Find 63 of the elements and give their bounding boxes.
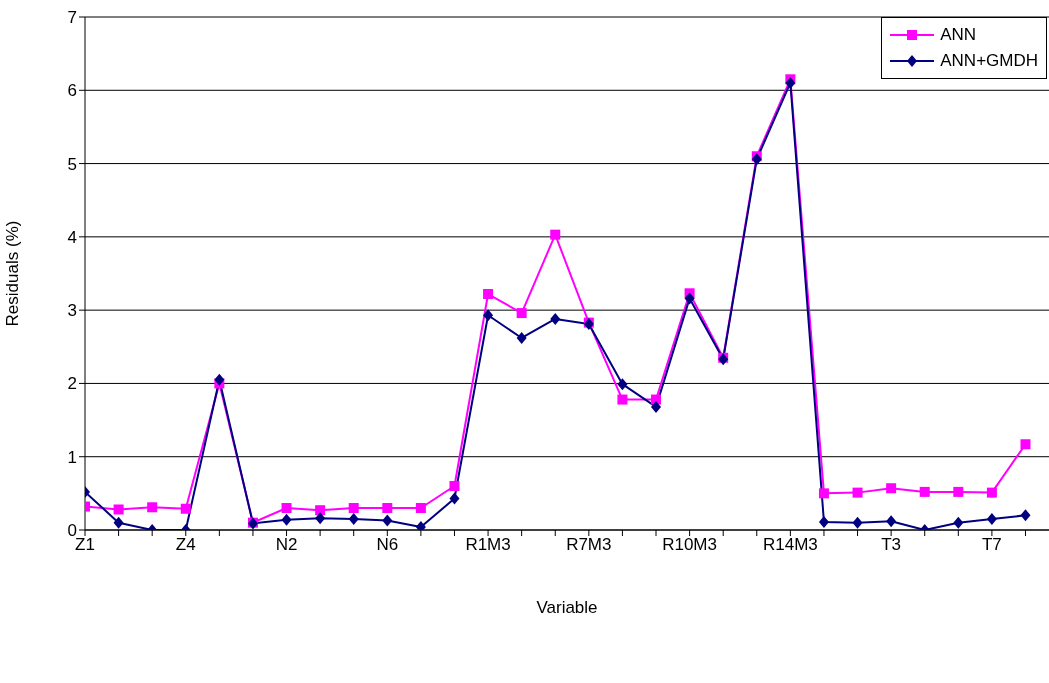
point xyxy=(818,488,829,499)
x-tick-label: T3 xyxy=(881,535,902,555)
point xyxy=(550,312,561,325)
point xyxy=(886,515,897,528)
point xyxy=(1020,439,1031,450)
point xyxy=(315,512,326,525)
point xyxy=(281,503,292,514)
legend-label: ANN+GMDH xyxy=(940,51,1038,71)
point xyxy=(382,503,393,514)
x-tick-label: T7 xyxy=(981,535,1002,555)
point xyxy=(617,394,628,405)
point xyxy=(382,514,393,527)
point xyxy=(617,378,628,391)
point xyxy=(315,505,326,516)
point xyxy=(449,492,460,505)
point xyxy=(113,504,124,515)
y-tick-label: 1 xyxy=(67,447,77,467)
point xyxy=(852,516,863,529)
point xyxy=(651,400,662,413)
point xyxy=(180,503,191,514)
point xyxy=(751,153,762,166)
point xyxy=(483,289,494,300)
point xyxy=(684,292,695,305)
point xyxy=(550,229,561,240)
point xyxy=(953,486,964,497)
point xyxy=(986,487,997,498)
point xyxy=(415,503,426,514)
x-tick-label: N6 xyxy=(376,535,399,555)
point xyxy=(953,516,964,529)
y-tick-label: 3 xyxy=(67,301,77,321)
point xyxy=(516,308,527,319)
x-tick-label: Z1 xyxy=(75,535,95,555)
legend-label: ANN xyxy=(940,25,977,45)
point xyxy=(818,515,829,528)
point xyxy=(785,76,796,89)
point xyxy=(113,516,124,529)
x-tick-label: N2 xyxy=(275,535,298,555)
point xyxy=(986,513,997,526)
point xyxy=(1020,509,1031,522)
x-tick-label: R1M3 xyxy=(465,535,511,555)
point xyxy=(449,481,460,492)
y-tick-label: 2 xyxy=(67,374,77,394)
point xyxy=(483,309,494,322)
x-axis-title: Variable xyxy=(536,598,598,617)
y-tick-label: 5 xyxy=(67,154,77,174)
point xyxy=(886,483,897,494)
y-axis-title: Residuals (%) xyxy=(3,220,23,327)
point xyxy=(348,503,359,514)
point xyxy=(852,487,863,498)
point xyxy=(147,502,158,513)
y-tick-label: 4 xyxy=(67,227,77,247)
point xyxy=(214,373,225,386)
point xyxy=(281,513,292,526)
point xyxy=(348,513,359,526)
x-tick-label: Z4 xyxy=(175,535,196,555)
y-tick-label: 7 xyxy=(67,8,77,28)
point xyxy=(516,331,527,344)
y-tick-label: 6 xyxy=(67,81,77,101)
x-tick-label: R7M3 xyxy=(566,535,612,555)
point xyxy=(919,486,930,497)
x-tick-label: R10M3 xyxy=(662,535,718,555)
x-tick-label: R14M3 xyxy=(762,535,818,555)
y-tick-label: 0 xyxy=(67,521,77,541)
